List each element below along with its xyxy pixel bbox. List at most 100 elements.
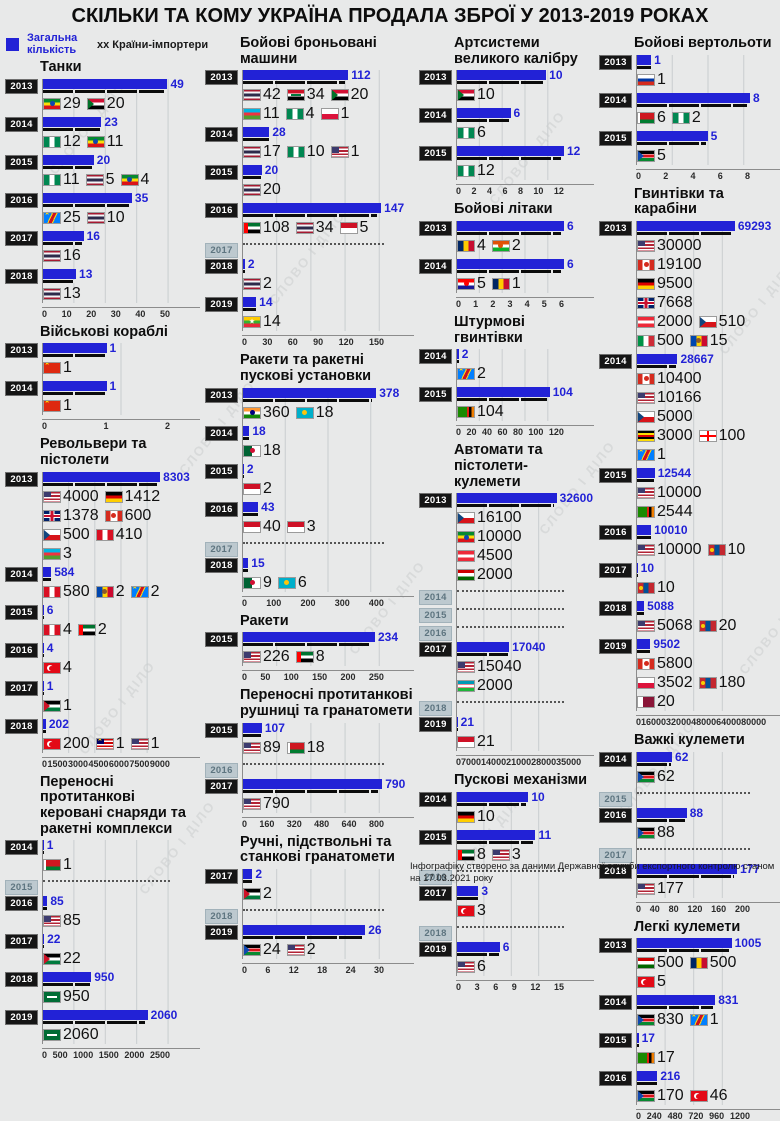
bar-line: 15 [243,557,384,569]
importer-niger: 2 [492,237,521,255]
importers: 40 3 [244,518,384,536]
importer-value: 1 [657,445,666,463]
bar-line: 6 [457,258,574,270]
importer-nigeria: 4 [286,105,315,123]
flag-canada-icon [638,658,654,669]
year-badge: 2017 [205,541,238,557]
axis-tick: 120 [687,903,703,914]
dash-mark [47,1034,57,1037]
chart-title: Гвинтівки та карабіни [634,185,724,218]
axis-tick: 2000 [124,1050,145,1061]
importer-value: 1378 [63,506,99,524]
importers-bar [243,270,245,274]
axis-tick: 720 [688,1111,704,1121]
year-badge: 2015 [205,722,238,738]
star-mark: ★ [690,1015,697,1020]
dot-mark [284,580,290,586]
importer-value: 8 [477,845,486,863]
flag-usa-icon [638,392,654,403]
axis-tick: 30 [262,337,273,348]
importers: 30000 19100 9500 7668 2000 510 500 15 [638,237,750,350]
star-mark: ★ [44,401,51,406]
flag-turkey-icon [638,977,654,988]
total-bar [457,885,479,896]
crescent2-mark [695,1094,701,1100]
year-badge: 2013 [205,70,238,86]
flag-czechia-icon [699,316,716,327]
importers-bar [457,231,561,235]
total-value: 11 [538,827,552,842]
importer-thailand: 16 [44,247,81,265]
chart-plot: 2014 62 62 2015 2016 88 88 2017 2018 177 177 [599,751,780,898]
importer-value: 3 [306,517,316,535]
dot-mark [696,338,702,344]
importers-bar [43,241,83,245]
flag-indonesia-icon [458,737,474,748]
year-badge: 2017 [419,885,452,901]
bar-line: 216 [637,1070,750,1082]
flag-jordan-icon [244,888,260,899]
starc-mark: ★ [248,318,256,326]
canton-mark [331,147,339,153]
year-badge: 2013 [205,387,238,403]
importer-value: 20 [657,692,675,710]
star-mark: ★ [44,212,51,217]
dot-mark [249,580,255,586]
importers-bar [243,789,379,793]
axis-tick: 20 [466,427,477,438]
year-badge: 2015 [599,467,632,483]
year-badge: 2013 [5,78,38,94]
importer-value: 104 [477,403,504,421]
importer-uk: 1378 [44,507,99,525]
axis-tick: 2 [663,170,669,181]
flag-moldova-icon [690,335,707,346]
importers-bar [43,354,105,358]
importer-value: 2 [691,108,701,126]
axis-tick: 1 [103,421,109,432]
tri-mark [638,1015,644,1026]
year-badge: 2019 [205,297,238,313]
total-value: 584 [54,564,75,579]
x-axis: 0 7000 14000 21000 28000 35000 [456,755,594,767]
bar-line: 12 [457,145,580,157]
importer-indonesia: 21 [458,733,495,751]
total-value: 14 [259,295,273,310]
flag-turkey-icon [458,905,474,916]
canton-mark [638,487,646,494]
x-axis: 0 2 4 6 8 [636,168,780,181]
chart-row-2017: 2017 22 22 [5,933,170,968]
year-badge: 2017 [599,847,632,863]
importer-thailand: 20 [244,181,281,199]
chart-row-2019: 2019 21 21 [419,716,564,751]
bar-line: 21 [457,716,564,728]
bar-line: 18 [243,425,384,437]
importer-nigeria: 10 [287,143,325,161]
dot-mark [111,513,117,519]
importer-value: 34 [306,86,325,104]
importer-value: 10000 [657,483,702,501]
total-value: 17 [641,1031,655,1046]
importer-nigeria: 6 [458,124,486,142]
importer-indonesia: 5 [340,219,368,237]
importers-bar [637,65,651,69]
axis-tick: 0 [636,903,642,914]
tri-mark [44,529,50,540]
tri-mark [458,513,464,524]
chart-військові-кораблі: Військові кораблі 2013 1 ★ 1 2014 1 ★ 1 0 1 2 [2,319,202,432]
importers-bar [243,512,258,516]
axis-tick: 16000 [641,716,667,727]
axis-tick: 0 [456,981,462,992]
year-badge: 2015 [5,604,38,620]
flag-belarus-icon [638,112,654,123]
total-value: 378 [379,385,400,400]
chart-row-2015: 2015 12544 10000 2544 [599,467,750,521]
chart-plot: 2014 2 ★ 2 2015 104 104 [419,348,594,422]
tri-mark [638,771,644,782]
chart-row-2016: 2016 147 108 34 5 [205,202,404,237]
total-value: 112 [351,68,371,83]
chart-row-2017: 2017 [599,847,750,863]
total-bar [243,387,377,398]
importer-value: 18 [263,441,281,459]
axis-tick: 100 [266,597,282,608]
year-badge: 2017 [5,230,38,246]
